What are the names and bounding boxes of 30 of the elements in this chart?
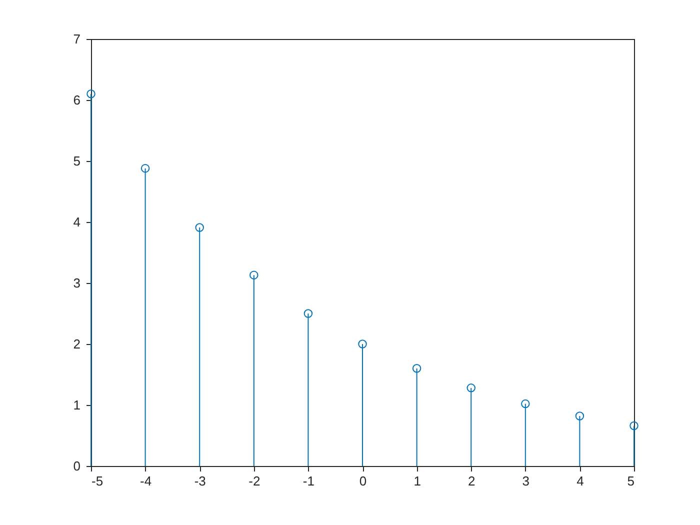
point	[304, 309, 313, 318]
x-tick-label: 5	[627, 474, 634, 488]
y-tick-label: 6	[73, 92, 80, 108]
point	[412, 364, 422, 373]
y-tick-label: 4	[73, 214, 80, 230]
point	[466, 384, 476, 392]
x-tick-label: 2	[468, 474, 476, 488]
x-tick-label: -5	[92, 474, 104, 488]
point	[195, 223, 204, 232]
x-tick-label: 3	[522, 474, 530, 488]
point	[521, 399, 530, 408]
point	[250, 270, 258, 280]
point	[575, 412, 584, 420]
x-tick-label: 1	[414, 474, 421, 488]
y-tick-label: 1	[73, 398, 80, 412]
x-tick-label: -3	[194, 474, 206, 488]
y-tick-label: 2	[73, 336, 80, 352]
point	[630, 421, 638, 430]
x-tick-label: 0	[359, 474, 367, 488]
x-tick-label: -2	[248, 474, 260, 488]
x-tick-label: -1	[302, 474, 314, 488]
y-tick-label: 7	[73, 32, 80, 46]
y-tick-label: 3	[73, 276, 80, 290]
point	[140, 164, 150, 173]
x-tick-label: -4	[140, 474, 152, 488]
x-tick-label: 4	[576, 474, 584, 488]
point	[358, 340, 367, 348]
point	[86, 90, 96, 98]
y-tick-label: 0	[73, 458, 80, 474]
y-tick-label: 5	[73, 154, 80, 168]
